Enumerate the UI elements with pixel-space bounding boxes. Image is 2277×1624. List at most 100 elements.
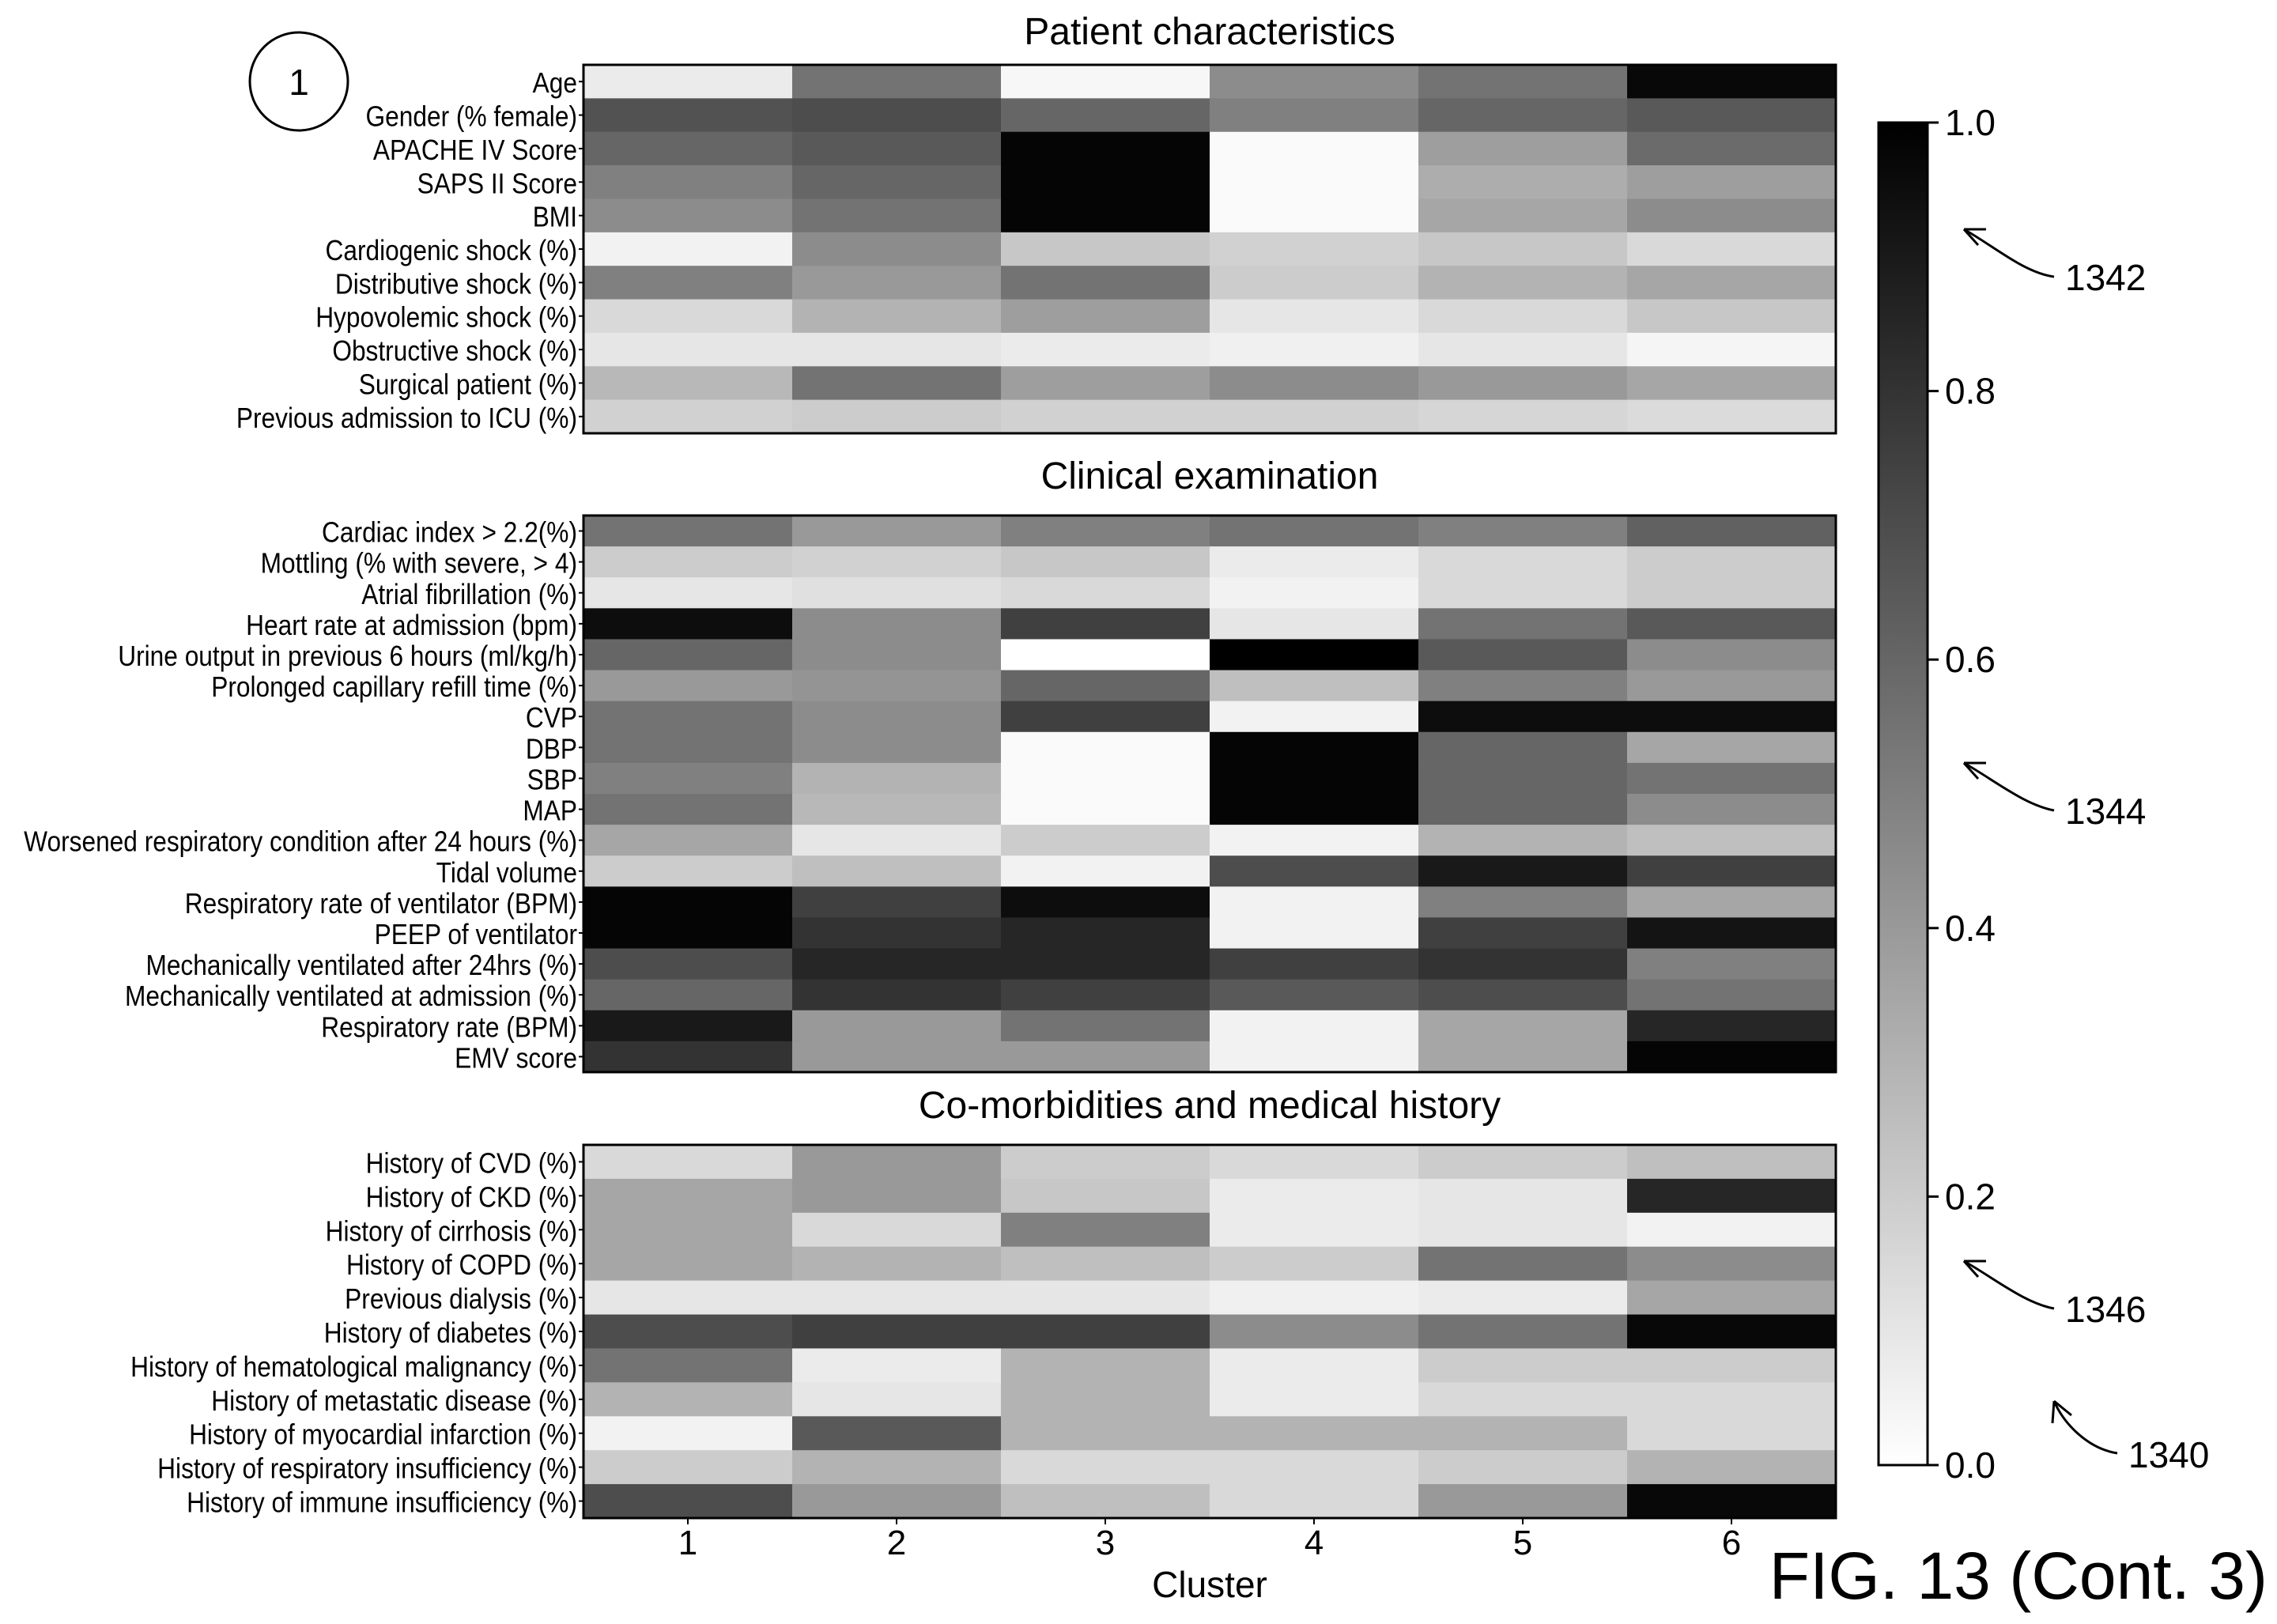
heatmap-cell [1627, 794, 1837, 825]
heatmap-cell [1001, 1145, 1210, 1180]
heatmap-cell [1001, 1178, 1210, 1214]
arrow-1340 [2052, 1400, 2118, 1455]
x-axis-label: Cluster [1152, 1564, 1267, 1605]
heatmap-cell [1418, 948, 1628, 980]
heatmap-cell [1001, 1484, 1210, 1519]
heatmap-cell [1627, 131, 1837, 166]
heatmap-cell [1627, 1314, 1837, 1350]
x-tick-label: 1 [678, 1524, 697, 1562]
heatmap-cell [792, 1212, 1002, 1248]
heatmap-cell [583, 1246, 793, 1282]
heatmap-cell [1418, 232, 1628, 266]
heatmap-cell [792, 731, 1002, 764]
heatmap-cell [1001, 1416, 1210, 1451]
heatmap-cell [1627, 399, 1837, 434]
heatmap-cell [1210, 979, 1419, 1011]
heatmap-cell [1627, 165, 1837, 200]
row-label: Urine output in previous 6 hours (ml/kg/… [118, 640, 577, 672]
circle-annotation: 1 [248, 31, 349, 132]
reference-annotations: 1342 1344 1346 1340 [1962, 228, 2209, 1475]
x-tick-label: 2 [887, 1524, 906, 1562]
row-label: History of diabetes (%) [324, 1317, 577, 1349]
row-label: Distributive shock (%) [335, 269, 577, 300]
heatmap-cell [1418, 979, 1628, 1011]
row-label: Mechanically ventilated after 24hrs (%) [145, 950, 577, 981]
circle-marker [248, 31, 349, 132]
heatmap-cell [1627, 332, 1837, 367]
heatmap-cell [792, 1314, 1002, 1350]
heatmap-cell [792, 917, 1002, 950]
heatmap-cell [1627, 979, 1837, 1011]
colorbar-tick-label: 1.0 [1945, 102, 1996, 143]
heatmap-cell [583, 1382, 793, 1417]
heatmap-cell [583, 917, 793, 950]
heatmap-cell [1210, 1416, 1419, 1451]
row-label: History of respiratory insufficiency (%) [157, 1453, 577, 1485]
panel-title: Co-morbidities and medical history [919, 1085, 1501, 1127]
heatmap-cell [1210, 232, 1419, 266]
heatmap-cell [1210, 762, 1419, 795]
heatmap-cell [1418, 577, 1628, 609]
heatmap-cell [1627, 1040, 1837, 1073]
heatmap-cell [1627, 1010, 1837, 1042]
panel-frame [582, 1143, 1837, 1520]
heatmap-cell [792, 65, 1002, 99]
heatmap-cell [1627, 825, 1837, 856]
heatmap-cell [1627, 1416, 1837, 1451]
ref-1342: 1342 [2065, 257, 2146, 298]
heatmap-cell [1001, 1246, 1210, 1282]
row-label: APACHE IV Score [373, 134, 577, 166]
row-label: Obstructive shock (%) [332, 335, 577, 367]
heatmap-cell [1210, 608, 1419, 640]
heatmap-cell [1418, 299, 1628, 334]
heatmap-cell [1418, 1450, 1628, 1485]
heatmap-cell [1001, 608, 1210, 640]
heatmap-cell [792, 332, 1002, 367]
heatmap-cell [1001, 1348, 1210, 1383]
row-label: SAPS II Score [417, 168, 577, 199]
heatmap-cell [792, 1178, 1002, 1214]
heatmap-cell [1627, 232, 1837, 266]
heatmap-cell [583, 516, 793, 547]
heatmap-cell [583, 639, 793, 671]
heatmap-cell [1210, 1246, 1419, 1282]
row-label: Respiratory rate of ventilator (BPM) [185, 888, 577, 920]
heatmap-cell [1210, 399, 1419, 434]
x-tick-label: 3 [1096, 1524, 1115, 1562]
heatmap-cell [1418, 1178, 1628, 1214]
heatmap-cell [1210, 266, 1419, 300]
heatmap-cell [1627, 299, 1837, 334]
heatmap-cell [1627, 366, 1837, 401]
heatmap-cell [1001, 266, 1210, 300]
heatmap-cell [1210, 366, 1419, 401]
heatmap-cell [1627, 948, 1837, 980]
heatmap-cell [1627, 1178, 1837, 1214]
colorbar-tick-label: 0.2 [1945, 1176, 1996, 1217]
arrow-1346-head [1962, 1260, 1986, 1278]
heatmap-cell [1627, 731, 1837, 764]
row-label: Mechanically ventilated at admission (%) [125, 980, 577, 1012]
heatmap-cell [583, 1348, 793, 1383]
heatmap-cell [1627, 1246, 1837, 1282]
row-label: Heart rate at admission (bpm) [246, 610, 577, 641]
heatmap-cell [1418, 794, 1628, 825]
heatmap-cell [1418, 131, 1628, 166]
heatmap-cell [583, 332, 793, 367]
heatmap-cell [1210, 165, 1419, 200]
colorbar-ticks: 0.0 0.2 0.4 0.6 0.8 1.0 [1928, 102, 1996, 1486]
heatmap-cell [583, 198, 793, 233]
heatmap-cell [1001, 1382, 1210, 1417]
heatmap-cell [1627, 855, 1837, 887]
heatmap-cell [583, 1416, 793, 1451]
panel-frame [582, 63, 1837, 435]
heatmap-cell [1210, 1484, 1419, 1519]
heatmap-cell [1627, 546, 1837, 578]
heatmap-cell [1418, 1145, 1628, 1180]
heatmap-cell [1001, 546, 1210, 578]
heatmap-cell [792, 577, 1002, 609]
heatmap-cell [792, 1348, 1002, 1383]
heatmap-cell [583, 979, 793, 1011]
heatmap-cell [1001, 762, 1210, 795]
row-label: Age [533, 67, 577, 99]
